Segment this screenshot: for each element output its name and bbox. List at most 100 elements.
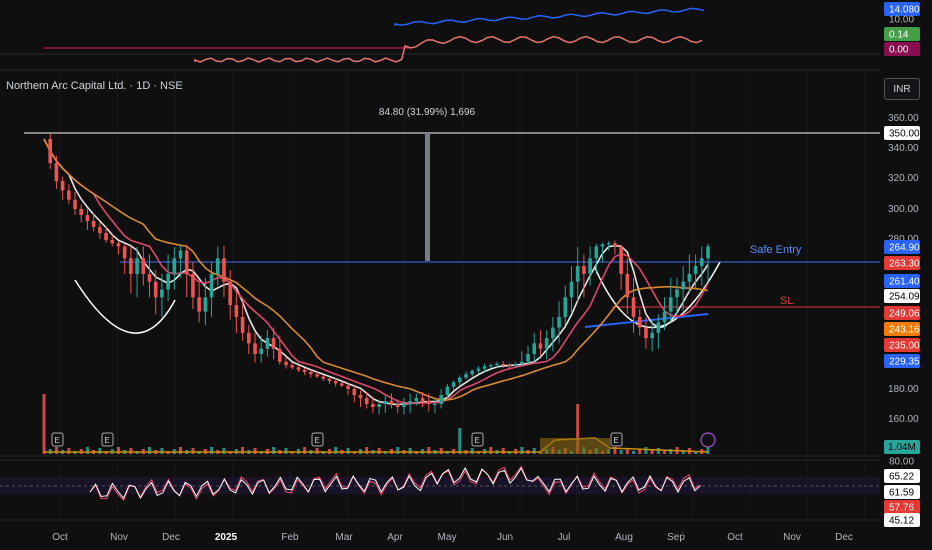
candle-body xyxy=(197,297,201,312)
left-cup-arc xyxy=(74,279,176,334)
earnings-marker xyxy=(471,432,484,447)
candle-body xyxy=(67,190,71,200)
rsi-label: 57.76 xyxy=(889,503,914,514)
time-axis: Oct Nov Dec 2025 Feb Mar Apr May Jun Jul Aug Sep Oct… xyxy=(52,532,853,543)
volume-bar xyxy=(408,448,412,454)
top-indicator-label: 0.00 xyxy=(889,45,909,56)
volume-bar xyxy=(315,448,319,454)
earnings-marker-label: E xyxy=(474,436,479,445)
price-marker xyxy=(884,256,920,270)
earnings-marker xyxy=(51,432,64,447)
measure-label: 84.80 (31.99%) 1,696 xyxy=(379,107,476,118)
volume-bar xyxy=(179,447,183,454)
volume-bar xyxy=(669,449,673,454)
candle-body xyxy=(656,322,661,333)
top-red-green-line xyxy=(194,35,703,63)
candle-body xyxy=(625,273,630,298)
volume-bar xyxy=(427,447,431,454)
volume-bar xyxy=(644,447,648,454)
volume-bar xyxy=(638,449,642,454)
volume-bar xyxy=(160,448,164,454)
volume-bar xyxy=(129,448,133,454)
volume-bar xyxy=(42,394,46,454)
candle-body xyxy=(594,246,599,259)
candle-body xyxy=(79,209,84,215)
candle-body xyxy=(98,227,102,233)
time-tick: Apr xyxy=(387,532,403,543)
candle-body xyxy=(563,297,568,317)
top-indicator-pane xyxy=(44,7,704,63)
candle-body xyxy=(637,316,642,328)
candle-body xyxy=(271,338,276,349)
candle-body xyxy=(588,258,592,274)
currency-button[interactable]: INR xyxy=(884,78,920,100)
volume-bar xyxy=(334,447,338,454)
top-indicator-label: 0.14 xyxy=(889,30,909,41)
stop-loss-label: SL xyxy=(780,295,793,307)
candle-body xyxy=(551,327,555,339)
candle-body xyxy=(507,365,512,367)
candle-body xyxy=(644,327,648,339)
candle-body xyxy=(650,332,654,339)
rsi-label: 45.12 xyxy=(889,516,914,527)
candle-body xyxy=(315,374,319,377)
candle-body xyxy=(116,243,121,247)
volume-badge xyxy=(884,440,920,454)
candle-body xyxy=(631,297,636,317)
candle-body xyxy=(284,361,288,366)
candle-body xyxy=(209,273,214,298)
candle-body xyxy=(290,365,295,368)
candle-body xyxy=(557,316,561,328)
time-tick: Mar xyxy=(335,532,353,543)
rsi-pane xyxy=(0,465,880,502)
candle-body xyxy=(544,338,549,349)
price-pane xyxy=(24,132,880,415)
volume-bar xyxy=(656,448,660,454)
candle-body xyxy=(420,398,425,401)
candle-body xyxy=(433,404,437,405)
time-tick: Oct xyxy=(727,532,743,543)
price-marker xyxy=(884,240,920,254)
time-tick: Jul xyxy=(558,532,571,543)
candle-body xyxy=(160,289,164,298)
rsi-badge xyxy=(884,469,920,483)
candle-body xyxy=(191,273,195,298)
candle-body xyxy=(693,266,698,274)
price-marker-label: 243.16 xyxy=(889,325,920,336)
time-tick: Dec xyxy=(162,532,180,543)
candle-body xyxy=(470,370,474,375)
candle-body xyxy=(340,383,344,386)
candle-body xyxy=(234,305,239,317)
candle-body xyxy=(135,258,139,274)
chart-title: Northern Arc Capital Ltd. · 1D · NSE xyxy=(6,80,183,92)
candle-body xyxy=(172,258,177,274)
candle-body xyxy=(91,221,96,227)
candle-body xyxy=(364,398,369,404)
candle-body xyxy=(321,376,326,379)
volume-bar xyxy=(346,448,350,454)
rsi-line xyxy=(89,466,701,500)
volume-bar xyxy=(85,447,89,454)
volume-bar xyxy=(241,447,245,454)
volume-ma-area xyxy=(540,438,610,454)
candle-body xyxy=(687,273,692,282)
volume-bar xyxy=(489,447,493,454)
volume-bar xyxy=(625,448,629,454)
earnings-marker xyxy=(610,432,623,447)
candle-body xyxy=(333,381,338,384)
candle-body xyxy=(482,366,487,369)
candle-body xyxy=(309,371,313,375)
earnings-marker-label: E xyxy=(104,436,109,445)
candle-body xyxy=(395,404,400,407)
candle-body xyxy=(445,386,450,395)
price-marker-label: 350.00 xyxy=(889,129,920,140)
time-tick: May xyxy=(438,532,457,543)
earnings-marker-label: E xyxy=(54,436,59,445)
candle-body xyxy=(495,364,499,366)
candle-body xyxy=(426,401,431,404)
candle-body xyxy=(358,395,363,398)
volume-bar xyxy=(520,447,524,454)
candle-body xyxy=(215,258,220,274)
